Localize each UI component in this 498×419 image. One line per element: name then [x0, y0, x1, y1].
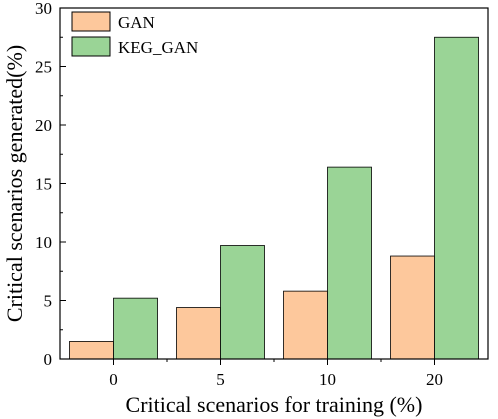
bar-gan-0 [69, 341, 114, 360]
legend-swatch-keg-gan [71, 36, 111, 57]
bar-gan-10 [283, 290, 328, 360]
bar-keg-gan-0 [113, 297, 158, 360]
y-tick-label: 5 [44, 292, 53, 311]
legend-label-keg-gan: KEG_GAN [118, 38, 198, 57]
x-tick-label: 20 [426, 370, 443, 389]
bar-keg-gan-5 [220, 245, 265, 360]
x-axis-title: Critical scenarios for training (%) [126, 392, 423, 417]
legend-swatch-gan [71, 11, 111, 32]
bar-keg-gan-20 [434, 36, 479, 360]
y-tick-label: 30 [35, 0, 52, 18]
axis-ticks: 0 5 10 15 20 25 30 0 5 10 20 [35, 0, 443, 389]
bar-keg-gan-10 [327, 166, 372, 360]
x-tick-label: 0 [109, 370, 118, 389]
legend-label-gan: GAN [118, 13, 155, 32]
bar-gan-20 [390, 255, 435, 360]
legend: GAN KEG_GAN [71, 11, 198, 57]
y-tick-label: 20 [35, 116, 52, 135]
bar-gan-5 [176, 307, 221, 360]
y-axis-title: Critical scenarios generated(%) [2, 45, 27, 322]
y-tick-label: 25 [35, 58, 52, 77]
y-tick-label: 0 [44, 350, 53, 369]
x-tick-label: 10 [319, 370, 336, 389]
y-tick-label: 15 [35, 175, 52, 194]
bars-group [69, 36, 479, 360]
x-tick-label: 5 [216, 370, 225, 389]
y-tick-label: 10 [35, 233, 52, 252]
